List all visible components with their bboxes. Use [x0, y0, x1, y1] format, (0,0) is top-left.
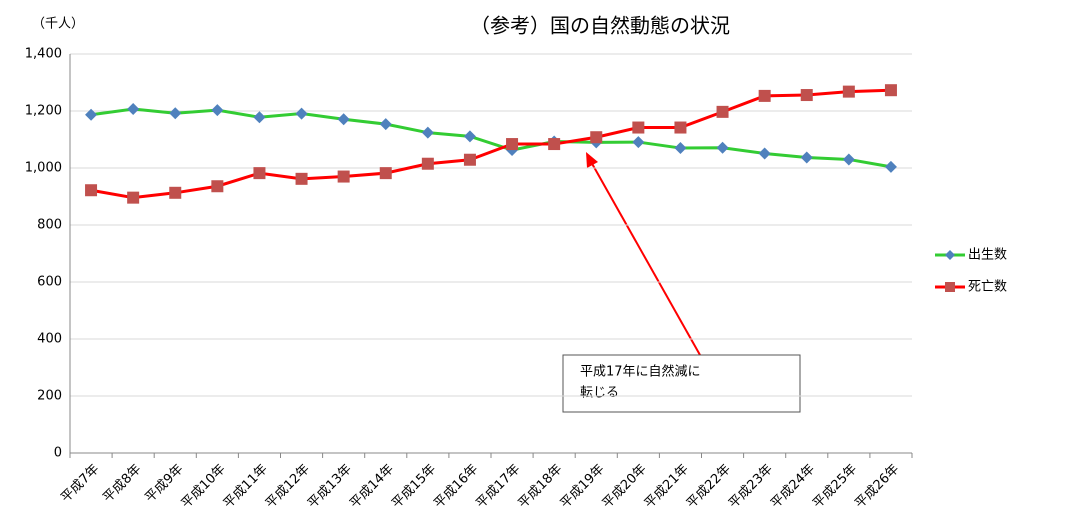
legend-label: 死亡数 [968, 280, 1007, 295]
marker [211, 180, 224, 193]
marker [127, 103, 140, 116]
marker [253, 167, 266, 180]
x-tick-label: 平成20年 [600, 462, 650, 512]
marker [758, 147, 771, 160]
marker [337, 113, 350, 126]
marker [211, 104, 224, 117]
marker [842, 85, 855, 98]
annotation-arrow [589, 159, 701, 356]
marker [842, 153, 855, 166]
x-tick-label: 平成7年 [58, 462, 102, 506]
chart-title: （参考）国の自然動態の状況 [470, 14, 730, 38]
marker [127, 191, 140, 204]
x-tick-label: 平成15年 [389, 462, 439, 512]
y-tick-label: 1,200 [25, 104, 62, 119]
x-tick-label: 平成12年 [263, 462, 313, 512]
y-tick-label: 600 [37, 275, 62, 290]
marker [463, 130, 476, 143]
x-tick-label: 平成25年 [810, 462, 860, 512]
y-tick-label: 1,400 [25, 47, 62, 62]
x-tick-label: 平成8年 [100, 462, 144, 506]
marker [632, 121, 645, 134]
x-tick-label: 平成16年 [431, 462, 481, 512]
marker [716, 141, 729, 154]
marker [674, 121, 687, 134]
annotation-box [562, 354, 801, 413]
y-tick-label: 200 [37, 389, 62, 404]
annotation-text: 転じる [580, 386, 619, 401]
marker [169, 186, 182, 199]
series-line [90, 88, 892, 200]
x-tick-label: 平成23年 [726, 462, 776, 512]
y-tick-label: 800 [37, 218, 62, 233]
marker [379, 167, 392, 180]
marker [253, 111, 266, 124]
series-line [90, 107, 892, 169]
annotation-arrowhead [586, 152, 598, 168]
x-tick-label: 平成24年 [768, 462, 818, 512]
marker [674, 142, 687, 155]
x-tick-label: 平成11年 [221, 462, 271, 512]
marker [295, 172, 308, 185]
legend-marker [945, 250, 955, 260]
y-tick-label: 0 [54, 446, 62, 461]
x-tick-label: 平成10年 [179, 462, 229, 512]
x-tick-label: 平成19年 [558, 462, 608, 512]
x-tick-label: 平成14年 [347, 462, 397, 512]
marker [884, 160, 897, 173]
x-tick-label: 平成13年 [305, 462, 355, 512]
unit-label: （千人） [32, 17, 84, 32]
marker [716, 105, 729, 118]
marker [800, 89, 813, 102]
x-tick-label: 平成21年 [642, 462, 692, 512]
marker [590, 131, 603, 144]
x-tick-label: 平成26年 [852, 462, 902, 512]
marker [632, 136, 645, 149]
marker [758, 89, 771, 102]
x-tick-label: 平成18年 [516, 462, 566, 512]
marker [295, 107, 308, 120]
legend-marker [945, 282, 955, 292]
x-tick-label: 平成17年 [473, 462, 523, 512]
x-tick-label: 平成22年 [684, 462, 734, 512]
annotation-text: 平成17年に自然減に [580, 364, 701, 380]
marker [548, 138, 561, 151]
marker [85, 184, 98, 197]
marker [800, 151, 813, 164]
marker [85, 108, 98, 121]
legend-label: 出生数 [968, 248, 1007, 263]
marker [463, 153, 476, 166]
y-tick-label: 400 [37, 332, 62, 347]
marker [884, 84, 897, 97]
marker [169, 107, 182, 120]
marker [421, 157, 434, 170]
marker [337, 170, 350, 183]
marker [506, 138, 519, 151]
marker [379, 118, 392, 131]
marker [421, 126, 434, 139]
y-tick-label: 1,000 [25, 161, 62, 176]
